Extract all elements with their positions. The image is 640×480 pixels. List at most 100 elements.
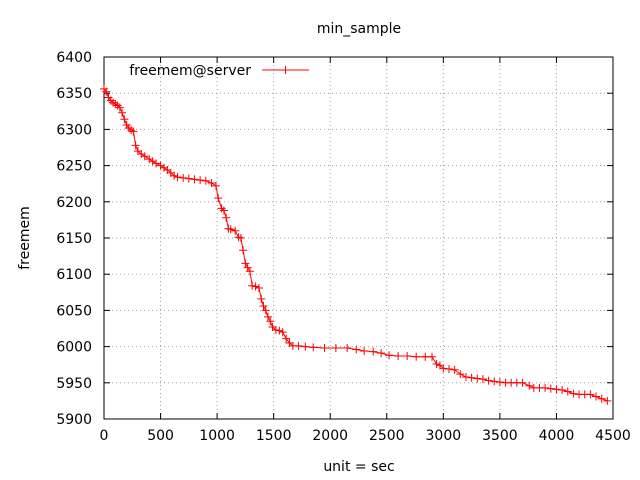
data-point (320, 344, 329, 353)
data-point (278, 328, 287, 337)
legend: freemem@server (129, 63, 309, 79)
data-point (563, 387, 572, 396)
data-point (331, 344, 340, 353)
data-point (248, 281, 257, 290)
data-point (377, 349, 386, 358)
data-point (478, 375, 487, 384)
x-tick-label: 4500 (595, 428, 631, 444)
series-layer (100, 84, 612, 405)
y-tick-label: 5950 (56, 376, 92, 392)
y-tick-label: 6200 (56, 195, 92, 211)
data-point (282, 334, 291, 343)
y-tick-label: 6250 (56, 159, 92, 175)
data-point (111, 100, 120, 109)
data-point (301, 342, 310, 351)
chart-title: min_sample (317, 21, 401, 37)
data-point (352, 345, 361, 354)
y-axis-label: freemem (17, 206, 33, 270)
data-point (115, 103, 124, 112)
data-point (251, 282, 260, 291)
data-point (261, 306, 270, 315)
data-point (102, 87, 111, 96)
data-point (129, 127, 138, 136)
data-point (369, 347, 378, 356)
legend-marker (281, 66, 290, 74)
x-tick-label: 1500 (256, 428, 292, 444)
data-point (264, 312, 273, 321)
data-point (222, 213, 231, 222)
data-point (490, 377, 499, 386)
x-tick-label: 3500 (482, 428, 518, 444)
data-point (294, 341, 303, 350)
data-point (525, 381, 534, 390)
data-point (184, 174, 193, 183)
axis-ticks: 0 500 1000 1500 2000 2500 3000 3500 4000 4500 5900… (56, 50, 630, 444)
y-tick-label: 6350 (56, 86, 92, 102)
data-point (159, 163, 168, 172)
y-tick-label: 6050 (56, 303, 92, 319)
data-point (343, 344, 352, 353)
data-point (412, 352, 421, 361)
data-point (226, 225, 235, 234)
data-point (450, 365, 459, 374)
data-point (239, 246, 248, 255)
y-tick-label: 5900 (56, 412, 92, 428)
data-point (518, 378, 527, 387)
data-point (201, 176, 210, 185)
data-point (131, 141, 140, 150)
data-point (148, 157, 157, 166)
data-point (179, 173, 188, 182)
x-tick-label: 3000 (426, 428, 462, 444)
data-point (214, 194, 223, 203)
data-point (456, 370, 465, 379)
data-point (236, 234, 245, 242)
data-point (495, 378, 504, 387)
data-point (219, 206, 228, 215)
data-point (275, 326, 284, 335)
data-point (592, 392, 601, 401)
y-tick-label: 6400 (56, 50, 92, 66)
data-point (211, 181, 220, 190)
data-point (271, 325, 280, 334)
data-point (552, 385, 561, 394)
data-point (558, 386, 567, 395)
data-point (257, 294, 266, 303)
grid-lines (104, 57, 613, 419)
data-point (461, 373, 470, 382)
data-point (241, 259, 250, 268)
data-point (224, 224, 233, 233)
data-point (266, 317, 275, 326)
data-point (231, 226, 240, 235)
data-point (120, 115, 129, 124)
data-point (156, 161, 165, 170)
data-point (428, 352, 437, 361)
data-point (259, 302, 268, 311)
data-point (173, 173, 182, 182)
x-tick-label: 1000 (199, 428, 235, 444)
data-point (207, 178, 216, 187)
data-point (152, 159, 161, 168)
y-tick-label: 6000 (56, 340, 92, 356)
data-point (432, 359, 441, 368)
x-tick-label: 0 (100, 428, 109, 444)
x-tick-label: 2500 (369, 428, 405, 444)
data-point (170, 171, 179, 180)
data-point (439, 364, 448, 373)
data-point (140, 152, 149, 161)
data-point (190, 175, 199, 184)
legend-line-sample (262, 66, 309, 74)
data-point (309, 343, 318, 352)
data-point (541, 383, 550, 392)
data-point (467, 373, 476, 382)
y-tick-label: 6150 (56, 231, 92, 247)
data-point (473, 374, 482, 383)
data-point (421, 352, 430, 361)
data-point (245, 267, 254, 276)
data-point (597, 394, 606, 403)
data-point (254, 283, 263, 292)
data-point (603, 396, 612, 405)
legend-label: freemem@server (129, 63, 251, 79)
data-point (360, 346, 369, 355)
data-point (444, 365, 453, 374)
y-tick-label: 6100 (56, 267, 92, 283)
